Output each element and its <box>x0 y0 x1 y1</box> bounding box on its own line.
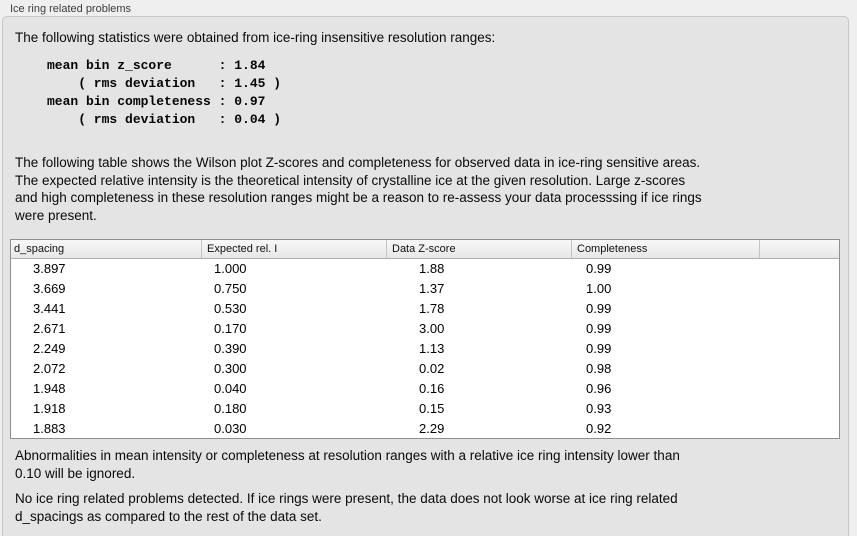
intro-text: The following statistics were obtained f… <box>15 30 496 45</box>
cell-expected-rel-i: 0.040 <box>214 380 247 396</box>
table-row[interactable]: 2.072 0.300 0.02 0.98 <box>11 358 839 378</box>
panel-title: Ice ring related problems <box>10 3 132 15</box>
cell-data-z-score: 2.29 <box>419 420 445 436</box>
cell-completeness: 0.99 <box>586 301 612 317</box>
cell-completeness: 0.99 <box>586 261 612 277</box>
conclusion-text: No ice ring related problems detected. I… <box>15 491 678 524</box>
table-row[interactable]: 1.948 0.040 0.16 0.96 <box>11 378 839 398</box>
cell-expected-rel-i: 0.300 <box>214 360 247 376</box>
cell-spacer <box>759 358 839 378</box>
cell-expected-rel-i: 0.390 <box>214 341 247 356</box>
table-description-text: The following table shows the Wilson plo… <box>15 155 702 223</box>
cell-d-spacing: 3.441 <box>33 301 66 317</box>
table-row[interactable]: 1.883 0.030 2.29 0.92 <box>11 418 839 438</box>
table-body: 3.897 1.000 1.88 0.99 3.669 0.750 1.37 1… <box>11 259 839 438</box>
column-header-d-spacing[interactable]: d_spacing <box>14 243 65 255</box>
cell-spacer <box>759 279 839 299</box>
cell-spacer <box>759 418 839 438</box>
cell-expected-rel-i: 0.030 <box>214 420 247 436</box>
cell-d-spacing: 2.671 <box>33 321 66 337</box>
table-row[interactable]: 1.918 0.180 0.15 0.93 <box>11 398 839 418</box>
cell-data-z-score: 1.37 <box>419 281 445 297</box>
cell-expected-rel-i: 0.170 <box>214 321 247 337</box>
cell-d-spacing: 3.897 <box>33 261 66 277</box>
column-header-expected-rel-i[interactable]: Expected rel. I <box>201 240 386 258</box>
cell-completeness: 0.92 <box>586 420 612 436</box>
cell-spacer <box>759 299 839 319</box>
cell-completeness: 0.99 <box>586 341 612 356</box>
stats-block: mean bin z_score : 1.84 ( rms deviation … <box>47 58 282 127</box>
cell-expected-rel-i: 1.000 <box>214 261 247 277</box>
cell-completeness: 0.96 <box>586 380 612 396</box>
footnote-text: Abnormalities in mean intensity or compl… <box>15 448 680 481</box>
cell-expected-rel-i: 0.530 <box>214 301 247 317</box>
cell-spacer <box>759 398 839 418</box>
column-header-completeness[interactable]: Completeness <box>571 240 759 258</box>
table-header-row: d_spacing Expected rel. I Data Z-score C… <box>11 240 839 259</box>
cell-expected-rel-i: 0.750 <box>214 281 247 297</box>
cell-d-spacing: 2.249 <box>33 341 66 356</box>
cell-data-z-score: 0.02 <box>419 360 445 376</box>
cell-d-spacing: 1.918 <box>33 400 66 416</box>
cell-spacer <box>759 259 839 279</box>
cell-spacer <box>759 319 839 339</box>
table-row[interactable]: 2.249 0.390 1.13 0.99 <box>11 339 839 359</box>
column-header-data-z-score[interactable]: Data Z-score <box>386 240 571 258</box>
cell-expected-rel-i: 0.180 <box>214 400 247 416</box>
cell-data-z-score: 3.00 <box>419 321 445 337</box>
cell-spacer <box>759 378 839 398</box>
column-header-spacer <box>759 240 839 258</box>
cell-completeness: 0.98 <box>586 360 612 376</box>
cell-d-spacing: 1.883 <box>33 420 66 436</box>
cell-completeness: 1.00 <box>586 281 612 297</box>
cell-d-spacing: 2.072 <box>33 360 66 376</box>
cell-data-z-score: 1.13 <box>419 341 445 356</box>
ice-ring-group-box: The following statistics were obtained f… <box>2 16 849 536</box>
table-row[interactable]: 3.441 0.530 1.78 0.99 <box>11 299 839 319</box>
cell-completeness: 0.99 <box>586 321 612 337</box>
cell-d-spacing: 1.948 <box>33 380 66 396</box>
cell-d-spacing: 3.669 <box>33 281 66 297</box>
cell-data-z-score: 0.15 <box>419 400 445 416</box>
ice-ring-table: d_spacing Expected rel. I Data Z-score C… <box>10 239 840 440</box>
table-row[interactable]: 3.897 1.000 1.88 0.99 <box>11 259 839 279</box>
cell-data-z-score: 1.88 <box>419 261 445 277</box>
cell-spacer <box>759 339 839 359</box>
cell-data-z-score: 0.16 <box>419 380 445 396</box>
table-row[interactable]: 2.671 0.170 3.00 0.99 <box>11 319 839 339</box>
cell-completeness: 0.93 <box>586 400 612 416</box>
cell-data-z-score: 1.78 <box>419 301 445 317</box>
table-row[interactable]: 3.669 0.750 1.37 1.00 <box>11 279 839 299</box>
